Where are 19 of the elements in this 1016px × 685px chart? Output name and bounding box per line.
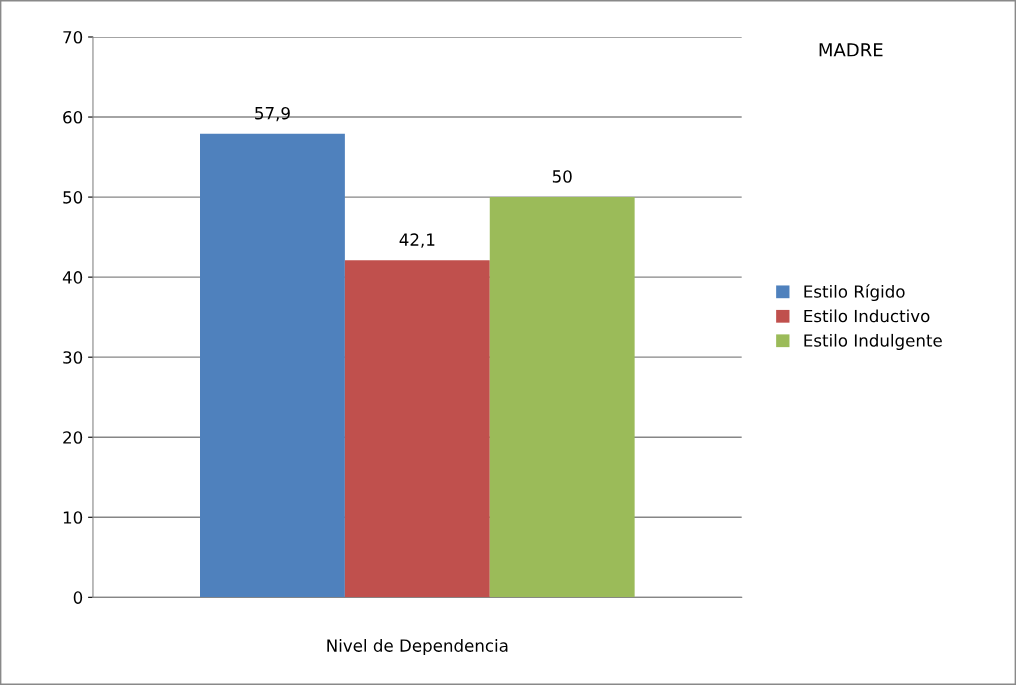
data-label: 42,1	[399, 233, 435, 248]
bar	[489, 197, 635, 598]
y-tick-label: 60	[63, 111, 83, 124]
text: MADRE	[819, 43, 883, 57]
bar	[344, 260, 490, 598]
bar	[200, 133, 345, 598]
y-tick-label: 20	[63, 431, 83, 444]
y-tick-label: 30	[63, 351, 83, 364]
data-label: 57,9	[255, 106, 290, 122]
data-label: 50	[552, 170, 572, 183]
y-tick-label: 70	[63, 30, 83, 44]
y-tick-label: 50	[63, 191, 83, 204]
y-tick-label: 40	[62, 271, 83, 284]
legend-label: Estilo Indulgente	[804, 333, 942, 351]
legend-label: Estilo Inductivo	[804, 309, 930, 323]
y-tick-label: 10	[63, 511, 83, 524]
x-tick-label: Nivel de Dependencia	[327, 638, 508, 656]
y-tick-label: 0	[73, 591, 83, 604]
legend-label: Estilo Rígido	[804, 284, 905, 302]
